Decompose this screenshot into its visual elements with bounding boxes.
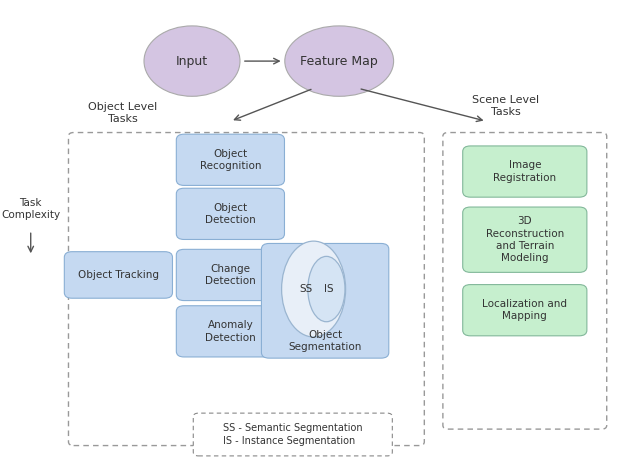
Text: Object
Detection: Object Detection	[205, 203, 256, 225]
Text: IS: IS	[323, 284, 333, 294]
Text: Task
Complexity: Task Complexity	[1, 198, 60, 220]
Text: Object Level
Tasks: Object Level Tasks	[88, 102, 157, 124]
Ellipse shape	[308, 256, 345, 322]
Text: Object
Segmentation: Object Segmentation	[289, 329, 362, 352]
Text: Image
Registration: Image Registration	[493, 160, 556, 183]
Ellipse shape	[285, 26, 394, 96]
FancyBboxPatch shape	[463, 284, 587, 336]
FancyBboxPatch shape	[463, 146, 587, 197]
Text: Scene Level
Tasks: Scene Level Tasks	[472, 95, 539, 117]
FancyBboxPatch shape	[65, 252, 172, 298]
Text: Input: Input	[176, 55, 208, 68]
Text: SS - Semantic Segmentation
IS - Instance Segmentation: SS - Semantic Segmentation IS - Instance…	[223, 423, 363, 446]
FancyBboxPatch shape	[262, 243, 388, 358]
Text: Change
Detection: Change Detection	[205, 264, 256, 286]
Text: SS: SS	[300, 284, 312, 294]
Ellipse shape	[144, 26, 240, 96]
FancyBboxPatch shape	[193, 413, 392, 456]
Text: Localization and
Mapping: Localization and Mapping	[483, 299, 567, 321]
Text: Object
Recognition: Object Recognition	[200, 149, 261, 171]
Text: 3D
Reconstruction
and Terrain
Modeling: 3D Reconstruction and Terrain Modeling	[486, 216, 564, 263]
Text: Feature Map: Feature Map	[300, 55, 378, 68]
FancyBboxPatch shape	[177, 134, 284, 185]
Ellipse shape	[282, 241, 346, 337]
FancyBboxPatch shape	[463, 207, 587, 273]
Text: Object Tracking: Object Tracking	[78, 270, 159, 280]
FancyBboxPatch shape	[177, 249, 284, 301]
FancyBboxPatch shape	[177, 188, 284, 239]
FancyBboxPatch shape	[177, 306, 284, 357]
Text: Anomaly
Detection: Anomaly Detection	[205, 320, 256, 343]
